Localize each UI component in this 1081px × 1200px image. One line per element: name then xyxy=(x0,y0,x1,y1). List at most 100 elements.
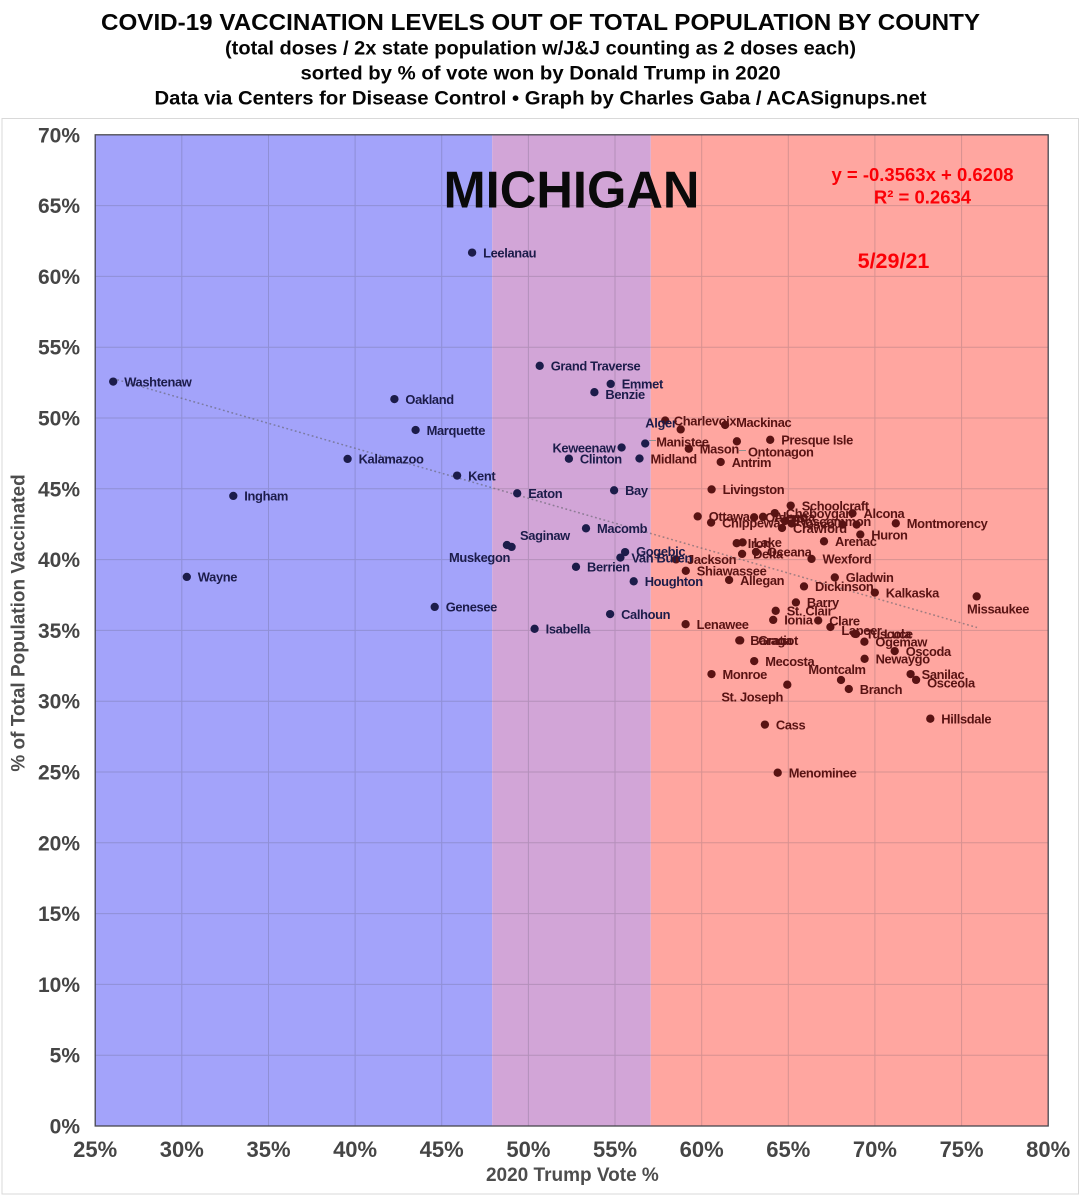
svg-text:Kalkaska: Kalkaska xyxy=(886,585,940,600)
svg-text:Newaygo: Newaygo xyxy=(876,652,931,667)
svg-text:Wayne: Wayne xyxy=(198,570,238,585)
svg-text:Manistee: Manistee xyxy=(656,434,709,449)
svg-text:Baraga: Baraga xyxy=(750,633,793,648)
svg-text:Gogebic: Gogebic xyxy=(636,544,685,559)
svg-text:Monroe: Monroe xyxy=(723,667,768,682)
svg-text:80%: 80% xyxy=(1026,1137,1070,1162)
svg-text:Roscommon: Roscommon xyxy=(796,514,871,529)
svg-text:Cheboygan: Cheboygan xyxy=(786,506,854,521)
svg-text:Lake: Lake xyxy=(754,535,782,550)
svg-text:35%: 35% xyxy=(246,1137,290,1162)
svg-text:Mason: Mason xyxy=(700,442,740,457)
svg-text:60%: 60% xyxy=(680,1137,724,1162)
svg-text:20%: 20% xyxy=(38,832,80,855)
svg-text:Alger: Alger xyxy=(645,416,677,431)
svg-text:Alpena: Alpena xyxy=(774,510,816,525)
svg-text:Gratiot: Gratiot xyxy=(758,633,799,648)
svg-text:(total doses / 2x state popula: (total doses / 2x state population w/J&J… xyxy=(225,39,856,60)
svg-text:Presque Isle: Presque Isle xyxy=(781,433,853,448)
svg-text:Emmet: Emmet xyxy=(622,377,664,392)
svg-text:Missaukee: Missaukee xyxy=(967,602,1029,617)
svg-text:Oceana: Oceana xyxy=(767,545,813,560)
svg-text:Ottawa: Ottawa xyxy=(709,509,751,524)
svg-text:15%: 15% xyxy=(38,903,80,926)
svg-text:Montmorency: Montmorency xyxy=(907,516,989,531)
svg-text:Houghton: Houghton xyxy=(645,574,704,589)
svg-text:St. Joseph: St. Joseph xyxy=(721,690,783,705)
svg-text:Branch: Branch xyxy=(860,682,903,697)
svg-text:Shiawassee: Shiawassee xyxy=(697,564,767,579)
svg-text:45%: 45% xyxy=(420,1137,464,1162)
svg-text:Benzie: Benzie xyxy=(605,387,645,402)
svg-text:sorted by % of vote won by Don: sorted by % of vote won by Donald Trump … xyxy=(301,64,781,85)
svg-text:Osceola: Osceola xyxy=(927,676,976,691)
svg-text:Genesee: Genesee xyxy=(446,600,497,615)
svg-text:Muskegon: Muskegon xyxy=(449,550,510,565)
svg-text:Kalamazoo: Kalamazoo xyxy=(359,452,424,467)
svg-text:Barry: Barry xyxy=(807,595,840,610)
svg-text:Marquette: Marquette xyxy=(427,423,486,438)
svg-text:Gladwin: Gladwin xyxy=(846,570,894,585)
svg-text:Wexford: Wexford xyxy=(823,552,872,567)
svg-text:75%: 75% xyxy=(940,1137,984,1162)
svg-text:Saginaw: Saginaw xyxy=(520,528,571,543)
svg-text:60%: 60% xyxy=(38,266,80,289)
svg-text:Otsego: Otsego xyxy=(765,510,808,525)
svg-text:35%: 35% xyxy=(38,620,80,643)
svg-text:50%: 50% xyxy=(38,408,80,431)
svg-text:Menominee: Menominee xyxy=(789,766,857,781)
svg-text:Oakland: Oakland xyxy=(405,392,454,407)
svg-text:65%: 65% xyxy=(766,1137,810,1162)
svg-text:Iron: Iron xyxy=(748,536,771,551)
svg-text:Ionia: Ionia xyxy=(784,613,814,628)
svg-text:70%: 70% xyxy=(853,1137,897,1162)
svg-text:Schoolcraft: Schoolcraft xyxy=(802,498,870,513)
svg-text:St. Clair: St. Clair xyxy=(787,604,833,619)
svg-text:10%: 10% xyxy=(38,974,80,997)
svg-text:Keweenaw: Keweenaw xyxy=(552,440,616,455)
svg-text:Oscoda: Oscoda xyxy=(906,644,952,659)
svg-text:Data via Centers for Disease C: Data via Centers for Disease Control • G… xyxy=(155,89,928,110)
svg-text:Bay: Bay xyxy=(625,483,649,498)
svg-text:40%: 40% xyxy=(333,1137,377,1162)
svg-text:Mackinac: Mackinac xyxy=(736,415,791,430)
svg-text:Macomb: Macomb xyxy=(597,521,648,536)
svg-text:COVID-19 VACCINATION LEVELS OU: COVID-19 VACCINATION LEVELS OUT OF TOTAL… xyxy=(101,9,980,35)
svg-text:MICHIGAN: MICHIGAN xyxy=(444,162,700,220)
svg-text:0%: 0% xyxy=(50,1116,81,1139)
svg-text:Clare: Clare xyxy=(829,613,860,628)
svg-text:30%: 30% xyxy=(38,691,80,714)
svg-text:Huron: Huron xyxy=(871,527,908,542)
svg-text:Berrien: Berrien xyxy=(587,560,630,575)
svg-text:Allegan: Allegan xyxy=(740,573,785,588)
svg-text:25%: 25% xyxy=(38,762,80,785)
svg-text:Jackson: Jackson xyxy=(687,552,737,567)
svg-text:Hillsdale: Hillsdale xyxy=(941,712,991,727)
svg-text:5%: 5% xyxy=(50,1045,81,1068)
svg-text:55%: 55% xyxy=(38,337,80,360)
svg-text:Montcalm: Montcalm xyxy=(808,662,865,677)
svg-text:45%: 45% xyxy=(38,478,80,501)
svg-text:Eaton: Eaton xyxy=(528,486,563,501)
svg-text:Dickinson: Dickinson xyxy=(815,579,874,594)
svg-text:Van Buren: Van Buren xyxy=(631,550,692,565)
svg-text:Leelanau: Leelanau xyxy=(483,245,537,260)
svg-text:Cass: Cass xyxy=(776,717,806,732)
svg-text:Iosco: Iosco xyxy=(803,516,835,531)
svg-text:Ontonagon: Ontonagon xyxy=(748,445,814,460)
svg-text:5/29/21: 5/29/21 xyxy=(858,249,930,273)
svg-text:Ingham: Ingham xyxy=(244,489,288,504)
svg-text:Calhoun: Calhoun xyxy=(621,607,671,622)
svg-text:R² = 0.2634: R² = 0.2634 xyxy=(874,187,972,208)
svg-text:65%: 65% xyxy=(38,195,80,218)
svg-text:70%: 70% xyxy=(38,124,80,147)
svg-text:Clinton: Clinton xyxy=(580,452,622,467)
svg-text:Kent: Kent xyxy=(468,468,496,483)
svg-text:Arenac: Arenac xyxy=(835,534,877,549)
svg-text:Chippewa: Chippewa xyxy=(722,515,781,530)
svg-text:Lapeer: Lapeer xyxy=(841,623,882,638)
svg-text:y = -0.3563x + 0.6208: y = -0.3563x + 0.6208 xyxy=(831,164,1013,185)
svg-text:Tuscola: Tuscola xyxy=(866,627,912,642)
svg-text:Midland: Midland xyxy=(651,451,698,466)
svg-text:Grand Traverse: Grand Traverse xyxy=(551,359,641,374)
